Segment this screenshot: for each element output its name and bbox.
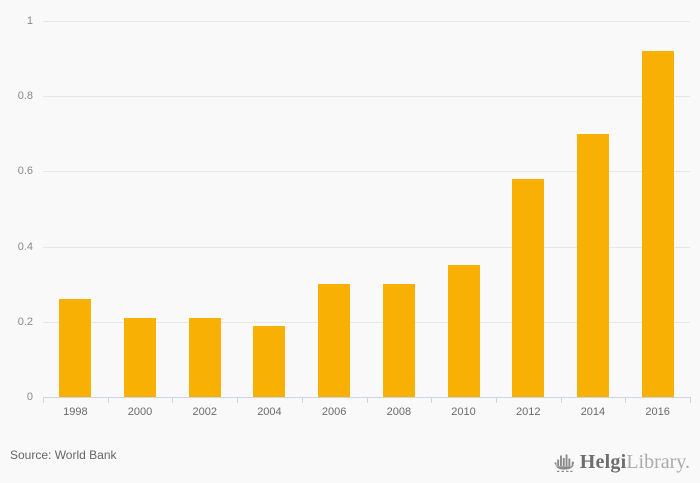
x-axis-tick — [237, 397, 239, 403]
logo-text-secondary: Library. — [626, 451, 690, 473]
helgi-ship-icon — [554, 450, 575, 475]
y-axis-tick-label: 0 — [26, 391, 33, 403]
gridline — [43, 246, 690, 248]
gridline — [43, 21, 690, 22]
bar[interactable] — [188, 318, 221, 397]
gridline — [43, 96, 690, 98]
bar[interactable] — [447, 265, 480, 397]
bar[interactable] — [59, 299, 92, 397]
bar[interactable] — [253, 325, 286, 397]
x-axis-category-label: 2008 — [386, 406, 412, 418]
x-axis-category-label: 2016 — [645, 406, 670, 418]
logo-text: HelgiLibrary. — [580, 451, 690, 474]
helgi-library-logo: HelgiLibrary. — [554, 450, 690, 475]
x-axis-category-label: 2006 — [321, 406, 347, 418]
bar-chart: 0 0.2 0.4 0.6 0.8 1 1998 2000 2002 2004 2006 2008 20… — [17, 15, 691, 418]
x-axis-tick — [560, 397, 562, 403]
bar[interactable] — [382, 284, 415, 397]
x-axis-tick — [172, 397, 174, 403]
x-axis-category-label: 2000 — [127, 406, 153, 418]
bar[interactable] — [576, 133, 609, 397]
gridline — [43, 171, 690, 173]
bar[interactable] — [318, 284, 351, 397]
x-axis-category-label: 2010 — [451, 406, 476, 418]
x-axis-category-label: 2002 — [192, 406, 217, 418]
y-axis-tick-label: 0.2 — [17, 315, 33, 328]
source-note: Source: World Bank — [10, 448, 117, 462]
x-axis-category-label: 2004 — [257, 406, 282, 418]
x-axis-tick — [431, 397, 433, 403]
x-axis-tick — [625, 397, 627, 403]
logo-text-primary: Helgi — [579, 451, 627, 473]
x-axis-tick — [690, 397, 691, 403]
bar[interactable] — [124, 318, 157, 397]
bar[interactable] — [641, 51, 674, 397]
x-axis-tick — [366, 397, 368, 403]
x-axis-tick — [43, 397, 44, 403]
y-axis-tick-label: 0.4 — [17, 240, 33, 253]
bar[interactable] — [512, 178, 545, 397]
y-axis-tick-label: 0.6 — [17, 165, 33, 178]
x-axis-category-label: 2014 — [580, 406, 606, 418]
gridline — [43, 321, 690, 323]
y-axis-tick-label: 0.8 — [17, 90, 33, 103]
x-axis-tick — [495, 397, 497, 403]
x-axis-category-label: 2012 — [515, 406, 541, 418]
x-axis-tick — [301, 397, 303, 403]
x-axis-tick — [107, 397, 109, 403]
x-axis-category-label: 1998 — [63, 406, 88, 418]
y-axis-tick-label: 1 — [26, 15, 33, 27]
